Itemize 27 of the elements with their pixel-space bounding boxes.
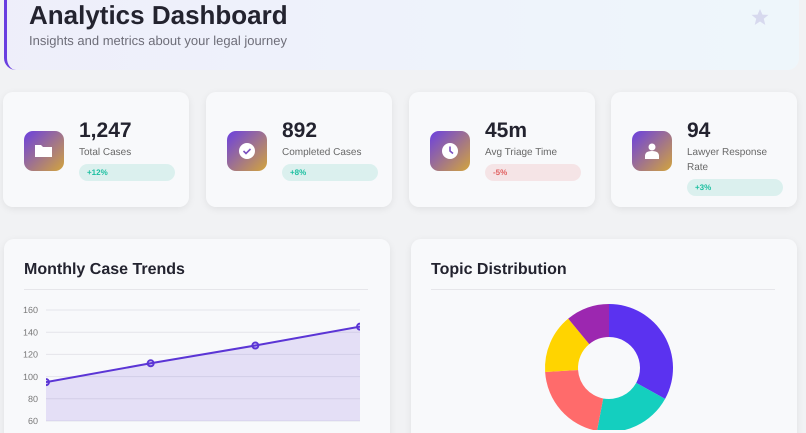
donut-slice [568, 304, 609, 344]
y-tick-label: 160 [22, 305, 38, 316]
text: +12% [79, 164, 175, 181]
text: +8% [282, 164, 378, 181]
text: Lawyer Response Rate [687, 146, 768, 175]
chart-title: Monthly Case Trends [24, 261, 185, 279]
y-tick-label: 140 [22, 327, 38, 338]
chart-title: Topic Distribution [431, 261, 567, 279]
text: 1,247 [79, 118, 133, 144]
text: -5% [485, 164, 581, 181]
y-tick-label: 80 [28, 394, 38, 404]
text: 45m [485, 118, 528, 144]
text: 892 [282, 118, 318, 144]
y-tick-label: 60 [28, 416, 38, 426]
text: +3% [687, 179, 783, 196]
y-tick-label: 120 [22, 350, 38, 360]
text: Analytics Dashboard [29, 0, 288, 31]
text: 94 [687, 118, 712, 144]
donut-slice [545, 318, 590, 372]
text: Total Cases [79, 146, 132, 160]
text: Completed Cases [282, 146, 362, 160]
donut-slice [545, 370, 604, 430]
donut-slice [609, 304, 673, 399]
text: Insights and metrics about your legal journey [29, 33, 287, 48]
text: Avg Triage Time [485, 146, 558, 160]
donut-slice [597, 382, 666, 430]
y-tick-label: 100 [22, 372, 38, 382]
